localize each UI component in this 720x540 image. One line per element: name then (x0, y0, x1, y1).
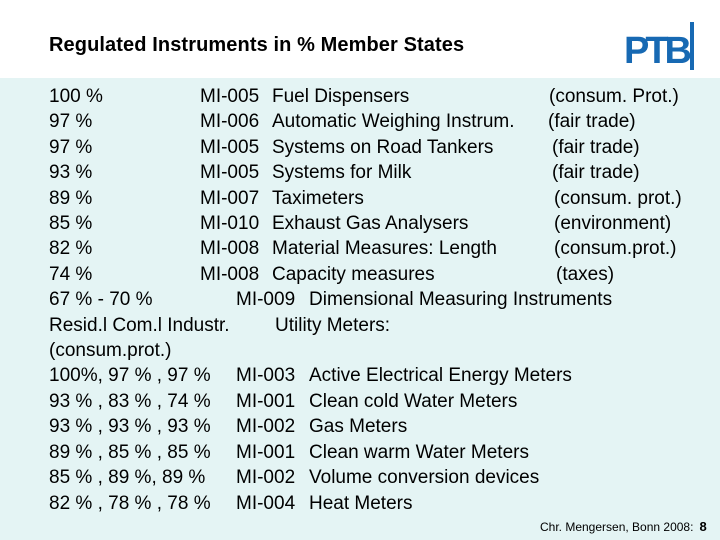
row-category: (consum.prot.) (554, 238, 677, 259)
row-category: (fair trade) (552, 162, 640, 183)
row-code: MI-005 (200, 162, 260, 183)
logo-text: PTB (624, 30, 691, 71)
row-code: MI-002 (236, 416, 296, 437)
row-code: MI-007 (200, 188, 260, 209)
utility-columns-label: Resid.l Com.l Industr. (49, 315, 230, 336)
row-pct: 97 % (49, 111, 93, 132)
row-name: Automatic Weighing Instrum. (272, 111, 515, 132)
ptb-logo: PTB (624, 22, 695, 71)
row-name: Clean warm Water Meters (309, 442, 529, 463)
utility-category: (consum.prot.) (49, 340, 172, 361)
row-name: Material Measures: Length (272, 238, 497, 259)
row-name: Dimensional Measuring Instruments (309, 289, 613, 310)
row-name: Gas Meters (309, 416, 408, 437)
logo-bar (690, 22, 694, 70)
row-category: (taxes) (556, 264, 615, 285)
row-name: Capacity measures (272, 264, 435, 285)
slide-footer: Chr. Mengersen, Bonn 2008: 8 (540, 519, 707, 534)
row-code: MI-001 (236, 442, 296, 463)
row-code: MI-002 (236, 467, 296, 488)
page-number: 8 (699, 519, 707, 534)
row-pct: 85 % (49, 213, 93, 234)
row-code: MI-006 (200, 111, 260, 132)
row-code: MI-008 (200, 264, 260, 285)
row-pct: 89 % , 85 % , 85 % (49, 442, 211, 463)
row-pct: 100%, 97 % , 97 % (49, 365, 211, 386)
row-pct: 93 % (49, 162, 93, 183)
row-pct: 85 % , 89 %, 89 % (49, 467, 206, 488)
row-name: Fuel Dispensers (272, 86, 410, 107)
row-pct: 82 % , 78 % , 78 % (49, 493, 211, 514)
utility-meters-heading: Utility Meters: (275, 315, 391, 336)
row-pct: 74 % (49, 264, 93, 285)
row-pct: 89 % (49, 188, 93, 209)
slide-header: Regulated Instruments in % Member States… (0, 0, 720, 78)
row-code: MI-005 (200, 137, 260, 158)
row-name: Systems for Milk (272, 162, 412, 183)
footer-author: Chr. Mengersen, Bonn 2008: (540, 520, 694, 534)
row-code: MI-010 (200, 213, 260, 234)
row-name: Active Electrical Energy Meters (309, 365, 572, 386)
row-name: Volume conversion devices (309, 467, 540, 488)
row-category: (environment) (554, 213, 672, 234)
slide-title: Regulated Instruments in % Member States (49, 34, 465, 56)
row-category: (fair trade) (548, 111, 636, 132)
row-code: MI-001 (236, 391, 296, 412)
row-pct: 82 % (49, 238, 93, 259)
row-name: Systems on Road Tankers (272, 137, 494, 158)
row-name: Heat Meters (309, 493, 413, 514)
row-pct: 100 % (49, 86, 103, 107)
row-name: Taximeters (272, 188, 364, 209)
row-pct: 93 % , 83 % , 74 % (49, 391, 211, 412)
row-category: (consum. prot.) (554, 188, 682, 209)
row-code: MI-008 (200, 238, 260, 259)
row-pct: 93 % , 93 % , 93 % (49, 416, 211, 437)
row-code: MI-003 (236, 365, 296, 386)
row-category: (fair trade) (552, 137, 640, 158)
row-name: Exhaust Gas Analysers (272, 213, 469, 234)
row-code: MI-004 (236, 493, 296, 514)
row-code: MI-005 (200, 86, 260, 107)
row-code: MI-009 (236, 289, 296, 310)
row-category: (consum. Prot.) (549, 86, 679, 107)
row-pct: 97 % (49, 137, 93, 158)
row-pct: 67 % - 70 % (49, 289, 153, 310)
row-name: Clean cold Water Meters (309, 391, 518, 412)
